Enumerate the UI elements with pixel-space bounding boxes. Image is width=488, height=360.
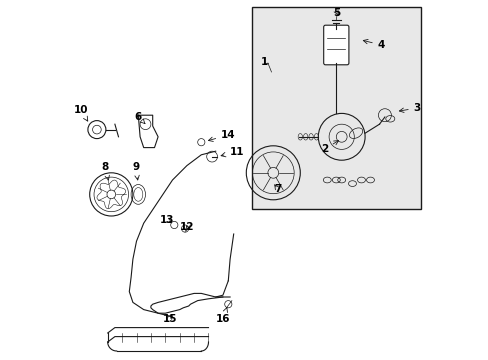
- Text: 7: 7: [273, 184, 281, 194]
- Text: 15: 15: [162, 314, 177, 324]
- Text: 8: 8: [101, 162, 109, 180]
- Text: 10: 10: [73, 105, 88, 121]
- Text: 6: 6: [134, 112, 144, 123]
- Text: 16: 16: [215, 307, 230, 324]
- Text: 2: 2: [320, 140, 338, 154]
- FancyBboxPatch shape: [323, 25, 348, 65]
- FancyBboxPatch shape: [251, 7, 420, 209]
- Text: 1: 1: [260, 57, 267, 67]
- Text: 5: 5: [333, 8, 340, 18]
- Text: 4: 4: [363, 39, 384, 50]
- Text: 14: 14: [208, 130, 235, 141]
- Text: 3: 3: [399, 103, 420, 113]
- Text: 13: 13: [160, 215, 174, 225]
- Text: 12: 12: [179, 222, 194, 232]
- Text: 9: 9: [132, 162, 139, 180]
- Text: 11: 11: [221, 147, 244, 157]
